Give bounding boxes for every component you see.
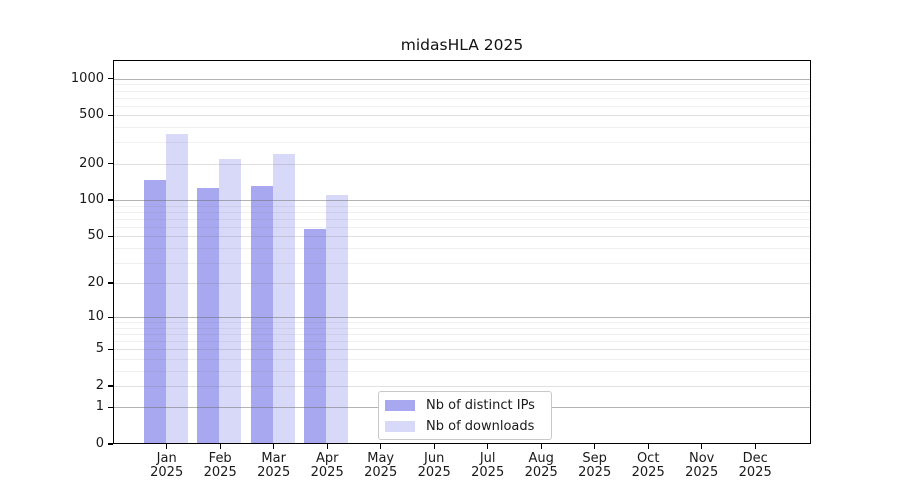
y-tick-label-200: 200	[79, 155, 104, 171]
gridline-2	[113, 385, 811, 387]
gridline-600	[113, 105, 811, 107]
bar-jan-downloads	[165, 134, 188, 444]
x-tick-mar	[273, 444, 275, 449]
gridline-7	[113, 334, 811, 336]
x-tick-aug	[540, 444, 542, 449]
gridline-3	[113, 370, 811, 372]
gridline-1000	[113, 78, 811, 80]
x-tick-label-jun: Jun 2025	[417, 451, 451, 480]
y-tick-label-2: 2	[95, 377, 104, 393]
bar-apr-distinct-ips	[304, 229, 327, 444]
x-tick-feb	[219, 444, 221, 449]
x-tick-nov	[701, 444, 703, 449]
gridline-700	[113, 97, 811, 99]
legend-item-distinct-ips: Nb of distinct IPs	[385, 398, 551, 413]
gridline-5	[113, 349, 811, 351]
bar-jan-distinct-ips	[143, 179, 166, 444]
gridline-10	[113, 317, 811, 319]
gridline-500	[113, 115, 811, 117]
y-tick-label-10: 10	[87, 309, 104, 325]
gridline-200	[113, 163, 811, 165]
gridline-4	[113, 358, 811, 360]
bar-mar-distinct-ips	[250, 185, 273, 444]
x-tick-label-nov: Nov 2025	[685, 451, 719, 480]
legend: Nb of distinct IPs Nb of downloads	[378, 391, 552, 440]
y-tick-200	[108, 163, 113, 165]
y-tick-5	[108, 348, 113, 350]
y-tick-label-1000: 1000	[70, 70, 104, 86]
x-tick-may	[380, 444, 382, 449]
gridline-20	[113, 283, 811, 285]
x-tick-label-feb: Feb 2025	[203, 451, 237, 480]
y-tick-0	[108, 443, 113, 445]
y-tick-1000	[108, 78, 113, 80]
gridline-70	[113, 218, 811, 220]
y-tick-500	[108, 114, 113, 117]
plot-area	[113, 60, 811, 444]
y-tick-50	[108, 235, 113, 237]
x-tick-label-oct: Oct 2025	[631, 451, 665, 480]
bar-mar-downloads	[272, 154, 295, 444]
gridline-800	[113, 90, 811, 92]
y-tick-label-500: 500	[79, 107, 104, 123]
x-tick-label-aug: Aug 2025	[524, 451, 558, 480]
legend-label-downloads: Nb of downloads	[426, 418, 535, 434]
gridline-8	[113, 327, 811, 329]
y-tick-label-100: 100	[79, 192, 104, 208]
x-tick-dec	[754, 444, 756, 449]
y-tick-label-5: 5	[95, 341, 104, 357]
bar-apr-downloads	[326, 195, 349, 444]
y-tick-1	[108, 406, 113, 408]
x-tick-label-dec: Dec 2025	[738, 451, 772, 480]
legend-label-distinct-ips: Nb of distinct IPs	[426, 397, 535, 413]
bar-feb-downloads	[219, 158, 242, 444]
x-tick-jul	[487, 444, 489, 449]
x-tick-label-jul: Jul 2025	[471, 451, 505, 480]
legend-item-downloads: Nb of downloads	[385, 419, 551, 434]
bar-feb-distinct-ips	[197, 187, 220, 444]
y-tick-100	[108, 199, 113, 201]
y-tick-label-20: 20	[87, 275, 104, 291]
gridline-100	[113, 200, 811, 202]
gridline-80	[113, 211, 811, 213]
chart-title: midasHLA 2025	[400, 36, 524, 54]
x-tick-label-sep: Sep 2025	[578, 451, 612, 480]
gridline-30	[113, 262, 811, 264]
x-tick-apr	[326, 444, 328, 449]
gridline-300	[113, 142, 811, 144]
legend-swatch-distinct-ips	[385, 399, 415, 411]
y-tick-10	[108, 316, 113, 318]
y-tick-label-50: 50	[87, 228, 104, 244]
gridline-9	[113, 322, 811, 324]
gridline-6	[113, 341, 811, 343]
y-tick-label-0: 0	[95, 436, 104, 451]
x-tick-label-may: May 2025	[364, 451, 398, 480]
gridline-900	[113, 84, 811, 86]
y-tick-2	[108, 385, 113, 387]
x-tick-jan	[166, 444, 168, 449]
gridline-90	[113, 205, 811, 207]
gridline-50	[113, 236, 811, 238]
gridline-40	[113, 247, 811, 249]
x-tick-label-mar: Mar 2025	[257, 451, 291, 480]
x-tick-label-jan: Jan 2025	[150, 451, 184, 480]
gridline-60	[113, 226, 811, 228]
x-tick-sep	[594, 444, 596, 449]
y-tick-20	[108, 282, 113, 284]
x-tick-label-apr: Apr 2025	[310, 451, 344, 480]
x-tick-oct	[647, 444, 649, 449]
legend-swatch-downloads	[385, 420, 415, 432]
y-tick-label-1: 1	[95, 399, 104, 415]
gridline-400	[113, 127, 811, 129]
x-tick-jun	[433, 444, 435, 449]
